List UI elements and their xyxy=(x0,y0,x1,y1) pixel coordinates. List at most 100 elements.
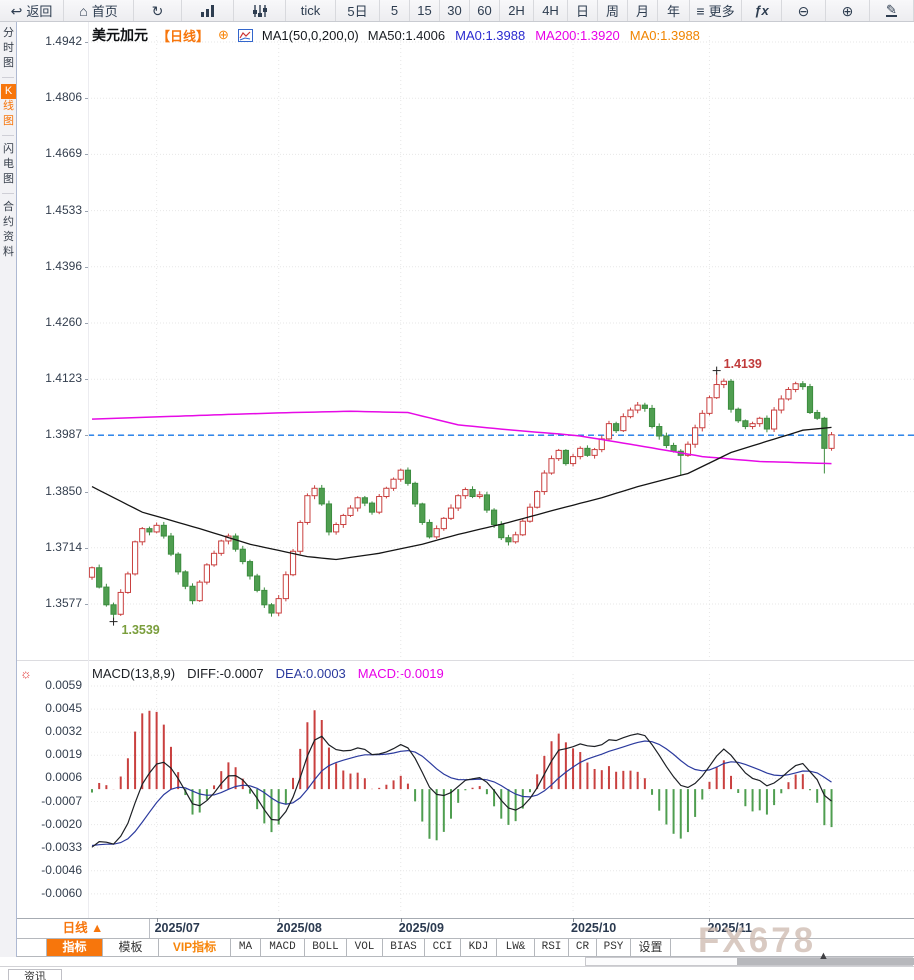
tab-settings[interactable]: 设置 xyxy=(631,939,671,956)
draw-button[interactable]: ✎ xyxy=(870,0,914,21)
refresh-button[interactable]: ↻ xyxy=(134,0,182,21)
indicator-tabs-row: 指标 模板 VIP指标 MA MACD BOLL VOL BIAS CCI KDJ LW& RSI CR… xyxy=(17,938,914,957)
interval-4h-button[interactable]: 4H xyxy=(534,0,568,21)
zoom-in-icon: ⊕ xyxy=(841,2,854,19)
bottom-bar: 资讯 xyxy=(0,966,914,980)
axis-tick xyxy=(85,154,88,156)
ma-value: MA200:1.3920 xyxy=(535,27,620,43)
price-axis-label: 1.3714 xyxy=(45,539,82,554)
ma-values: MA50:1.4006 MA0:1.3988 MA200:1.3920 MA0:1.3… xyxy=(368,28,700,43)
fx-icon: ƒx xyxy=(754,3,769,18)
tab-lw[interactable]: LW& xyxy=(497,939,535,956)
price-chart-header: 美元加元 【日线】 ⊕ MA1(50,0,200,0) MA50:1.4006 M… xyxy=(92,25,700,45)
mini-chart-icon[interactable] xyxy=(237,28,253,42)
tab-ma[interactable]: MA xyxy=(231,939,261,956)
macd-axis-label: -0.0046 xyxy=(41,862,82,877)
interval-month-button[interactable]: 月 xyxy=(628,0,658,21)
ma-settings-label: MA1(50,0,200,0) xyxy=(261,27,359,43)
interval-60-button[interactable]: 60 xyxy=(470,0,500,21)
symbol-title: 美元加元 xyxy=(92,27,148,43)
range-5d-button-label: 5日 xyxy=(347,4,368,19)
tab-boll[interactable]: BOLL xyxy=(305,939,347,956)
xaxis-month-label: 2025/08 xyxy=(276,921,322,935)
sidebar-item-lightning[interactable]: 闪电图 xyxy=(3,143,14,185)
tab-rsi[interactable]: RSI xyxy=(535,939,569,956)
interval-30-button[interactable]: 30 xyxy=(440,0,470,21)
range-5d-button[interactable]: 5日 xyxy=(336,0,380,21)
xaxis-month-label: 2025/10 xyxy=(571,921,617,935)
back-button[interactable]: ↩ 返回 xyxy=(0,0,64,21)
add-indicator-icon[interactable]: ⊕ xyxy=(218,27,229,42)
macd-axis-label: 0.0019 xyxy=(45,747,82,762)
interval-5-button[interactable]: 5 xyxy=(380,0,410,21)
refresh-icon: ↻ xyxy=(151,2,164,19)
pencil-icon: ✎ xyxy=(886,2,897,17)
macd-diff-value: DIFF:-0.0007 xyxy=(187,666,264,681)
price-axis-label: 1.4806 xyxy=(45,90,82,105)
tick-button[interactable]: tick xyxy=(286,0,336,21)
interval-day-button[interactable]: 日 xyxy=(568,0,598,21)
price-chart[interactable] xyxy=(88,22,914,664)
tab-news[interactable]: 资讯 xyxy=(8,969,62,980)
more-button-label: 更多 xyxy=(708,4,735,19)
ma-value: MA50:1.4006 xyxy=(367,27,446,43)
tab-psy[interactable]: PSY xyxy=(597,939,631,956)
sidebar-item-contract-info[interactable]: 合约资料 xyxy=(3,201,14,258)
tab-vip-indicators[interactable]: VIP指标 xyxy=(159,939,231,956)
high-price-label: 1.4139 xyxy=(723,356,762,371)
toolbar: ↩ 返回 ⌂ 首页 ↻ tick 5日 5 15 30 60 2H 4H 日 周月年 ≡ 更多 ƒx ⊖ ⊕ ✎ xyxy=(0,0,914,22)
interval-15-button[interactable]: 15 xyxy=(410,0,440,21)
axis-tick xyxy=(85,266,88,268)
horizontal-scrollbar-thumb[interactable] xyxy=(737,958,914,965)
xaxis-month-label: 2025/09 xyxy=(398,921,444,935)
tab-indicators[interactable]: 指标 xyxy=(47,939,103,956)
bar-chart-button[interactable] xyxy=(182,0,234,21)
interval-week-button[interactable]: 周 xyxy=(598,0,628,21)
price-axis-label: 1.3987 xyxy=(45,427,82,442)
xaxis-tick xyxy=(156,918,158,922)
macd-axis-label: 0.0045 xyxy=(45,701,82,716)
price-axis-label: 1.4942 xyxy=(45,34,82,48)
sidebar-item-timeline[interactable]: 分时图 xyxy=(3,27,14,69)
period-selector[interactable]: 日线 ▲ xyxy=(17,919,150,938)
price-axis-label: 1.3577 xyxy=(45,596,82,610)
time-axis-row: 日线 ▲ xyxy=(17,918,914,938)
macd-axis-label: -0.0007 xyxy=(41,793,82,808)
interval-week-button-label: 周 xyxy=(605,4,619,19)
interval-year-button[interactable]: 年 xyxy=(658,0,690,21)
tab-cci[interactable]: CCI xyxy=(425,939,461,956)
zoom-in-button[interactable]: ⊕ xyxy=(826,0,870,21)
scrollbar-handle-icon[interactable]: ▲ xyxy=(818,950,829,962)
low-price-label: 1.3539 xyxy=(121,622,160,637)
axis-tick xyxy=(85,547,88,549)
more-button[interactable]: ≡ 更多 xyxy=(690,0,742,21)
zoom-out-button[interactable]: ⊖ xyxy=(782,0,826,21)
tab-vol[interactable]: VOL xyxy=(347,939,383,956)
tab-macd[interactable]: MACD xyxy=(261,939,305,956)
tab-templates[interactable]: 模板 xyxy=(103,939,159,956)
macd-chart[interactable] xyxy=(88,664,914,918)
macd-dea-value: DEA:0.0003 xyxy=(275,666,346,681)
tab-cr[interactable]: CR xyxy=(569,939,597,956)
macd-axis-label: -0.0020 xyxy=(41,816,82,831)
axis-tick xyxy=(85,491,88,493)
home-button[interactable]: ⌂ 首页 xyxy=(64,0,134,21)
interval-day-button-label: 日 xyxy=(575,4,589,19)
indicator-settings-icon[interactable]: ☼ xyxy=(20,666,32,681)
kline-style-button[interactable] xyxy=(234,0,286,21)
zoom-out-icon: ⊖ xyxy=(797,2,810,19)
macd-axis-label: -0.0060 xyxy=(41,885,82,900)
back-button-label: 返回 xyxy=(26,4,53,19)
axis-tick xyxy=(85,604,88,605)
xaxis-month-label: 2025/07 xyxy=(154,921,200,935)
axis-tick xyxy=(85,379,88,381)
interval-year-button-label: 年 xyxy=(666,4,680,19)
tab-kdj[interactable]: KDJ xyxy=(461,939,497,956)
tab-bias[interactable]: BIAS xyxy=(383,939,425,956)
ma-value: MA0:1.3988 xyxy=(455,27,526,43)
formula-button[interactable]: ƒx xyxy=(742,0,782,21)
interval-2h-button[interactable]: 2H xyxy=(500,0,534,21)
price-axis-label: 1.4396 xyxy=(45,258,82,273)
